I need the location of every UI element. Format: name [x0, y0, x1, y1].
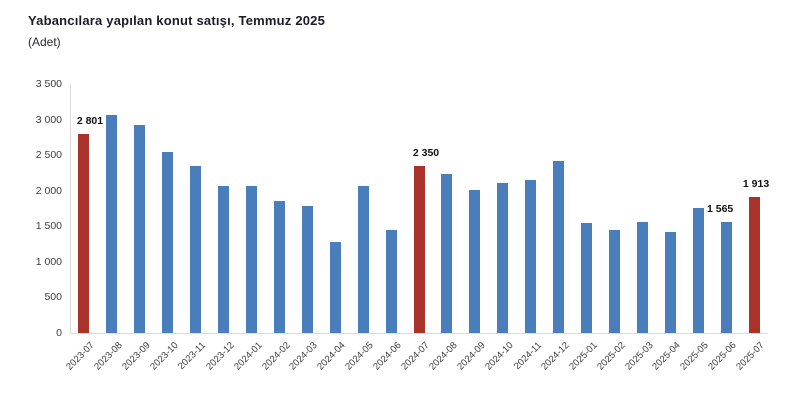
bar-2023-07	[78, 133, 90, 333]
x-tick-label: 2025-06	[706, 340, 739, 373]
x-tick-label: 2025-07	[734, 340, 767, 373]
bar-2025-02	[608, 230, 620, 333]
bar-2023-08	[106, 114, 118, 333]
x-tick-label: 2024-04	[315, 340, 349, 373]
x-tick-label: 2025-05	[678, 340, 711, 373]
bar-2024-02	[273, 201, 285, 333]
bar-2024-01	[245, 186, 257, 333]
bar-2024-06	[385, 229, 397, 333]
value-label-2025-06: 1 565	[706, 202, 734, 215]
bar-2024-09	[469, 190, 481, 333]
bar-2024-05	[357, 186, 369, 333]
value-label-2025-07: 1 913	[742, 177, 770, 190]
y-tick-label: 2 000	[35, 184, 62, 197]
bar-2025-05	[692, 207, 704, 333]
bar-2025-07	[748, 196, 760, 333]
x-tick-label: 2024-11	[511, 340, 544, 372]
x-tick-label: 2024-03	[287, 340, 321, 373]
x-tick-label: 2024-06	[371, 340, 404, 373]
bar-2024-10	[497, 182, 509, 333]
x-tick-label: 2025-03	[622, 340, 656, 373]
y-tick-label: 500	[44, 291, 62, 304]
bar-2024-03	[301, 206, 313, 333]
x-tick-label: 2024-01	[231, 340, 265, 373]
x-tick-label: 2024-12	[538, 340, 572, 373]
value-label-2024-07: 2 350	[412, 146, 440, 159]
bar-2025-06	[720, 221, 732, 333]
x-tick-label: 2023-09	[120, 340, 153, 373]
bar-2024-12	[553, 161, 565, 333]
bar-2023-12	[218, 186, 230, 333]
y-tick-label: 3 000	[35, 113, 62, 126]
bar-2023-10	[162, 151, 174, 333]
x-tick-label: 2023-07	[64, 340, 97, 373]
bar-2024-07	[413, 165, 425, 333]
bar-2024-04	[329, 241, 341, 333]
chart-title: Yabancılara yapılan konut satışı, Temmuz…	[28, 13, 326, 28]
x-tick-label: 2024-10	[483, 340, 516, 373]
x-tick-label: 2024-08	[427, 340, 460, 373]
bar-2025-01	[581, 223, 593, 333]
y-tick-label: 1 000	[35, 255, 62, 268]
y-tick-label: 0	[56, 327, 62, 339]
chart-unit-label: (Adet)	[28, 35, 61, 49]
value-label-2023-07: 2 801	[76, 114, 104, 127]
bar-2024-11	[525, 180, 537, 333]
x-tick-label: 2024-07	[399, 340, 432, 373]
y-axis-line	[70, 84, 71, 333]
x-tick-label: 2025-01	[566, 340, 600, 373]
x-tick-label: 2023-11	[176, 340, 209, 372]
x-tick-label: 2024-09	[455, 340, 488, 373]
y-tick-label: 1 500	[35, 220, 62, 233]
x-axis-line	[70, 333, 768, 334]
y-tick-label: 2 500	[35, 149, 62, 162]
y-tick-label: 3 500	[35, 78, 62, 90]
x-tick-label: 2025-04	[650, 340, 684, 373]
bar-2025-03	[636, 221, 648, 333]
bar-2023-11	[190, 166, 202, 333]
x-tick-label: 2023-08	[92, 340, 125, 373]
bar-2024-08	[441, 173, 453, 333]
bar-2023-09	[134, 124, 146, 333]
x-tick-label: 2024-02	[259, 340, 293, 373]
x-tick-label: 2024-05	[343, 340, 376, 373]
x-tick-label: 2023-12	[203, 340, 237, 373]
x-tick-label: 2025-02	[594, 340, 628, 373]
bar-2025-04	[664, 231, 676, 333]
x-tick-label: 2023-10	[148, 340, 181, 373]
